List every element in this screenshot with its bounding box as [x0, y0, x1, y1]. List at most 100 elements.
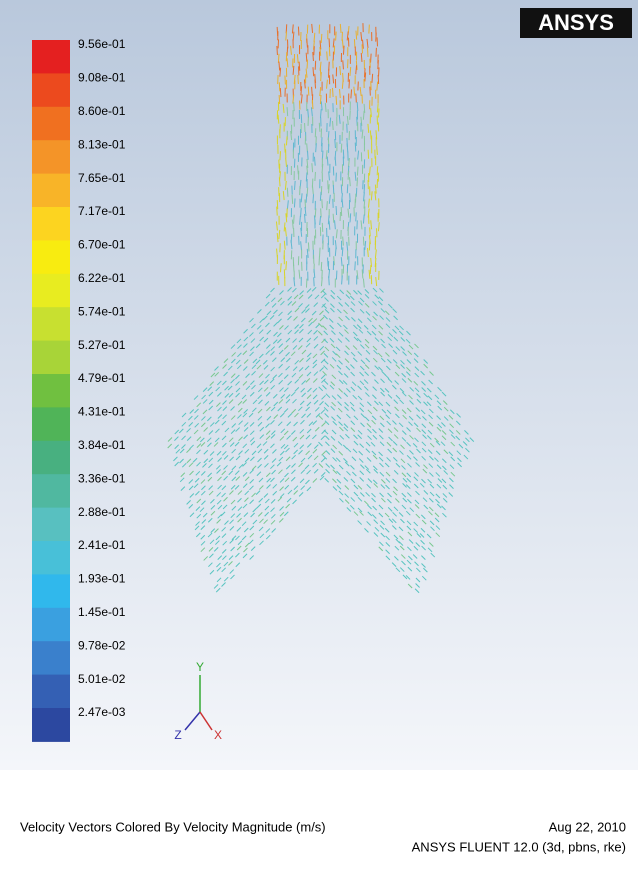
vector	[312, 87, 313, 96]
vector	[313, 67, 314, 76]
vector	[321, 262, 322, 271]
vector	[280, 88, 281, 97]
colorbar-label: 4.31e-01	[78, 405, 126, 419]
colorbar-label: 5.01e-02	[78, 672, 126, 686]
vector	[312, 100, 313, 109]
vector	[287, 107, 288, 116]
colorbar	[32, 40, 70, 742]
vector	[279, 82, 280, 91]
vector	[357, 177, 358, 186]
vector	[371, 81, 372, 90]
colorbar-band	[32, 140, 70, 174]
vector	[313, 52, 314, 61]
vector	[363, 237, 364, 246]
footer-title: Velocity Vectors Colored By Velocity Mag…	[20, 819, 326, 834]
vector	[316, 143, 317, 152]
colorbar-band	[32, 107, 70, 141]
vector	[327, 51, 328, 60]
vector	[350, 111, 351, 120]
colorbar-band	[32, 574, 70, 608]
vector	[304, 214, 305, 223]
colorbar-label: 1.93e-01	[78, 572, 126, 586]
vector	[377, 166, 378, 175]
colorbar-band	[32, 675, 70, 709]
colorbar-band	[32, 608, 70, 642]
vector	[341, 185, 342, 194]
vector	[294, 215, 295, 224]
vector	[371, 54, 372, 63]
footer-software: ANSYS FLUENT 12.0 (3d, pbns, rke)	[412, 839, 626, 854]
vector	[336, 206, 337, 215]
vector	[280, 151, 281, 160]
vector	[287, 188, 288, 197]
vector	[357, 167, 358, 176]
colorbar-label: 5.74e-01	[78, 304, 126, 318]
colorbar-label: 9.78e-02	[78, 638, 126, 652]
vector	[293, 263, 294, 272]
colorbar-band	[32, 541, 70, 575]
vector	[292, 195, 293, 204]
vector	[333, 121, 334, 130]
vector	[314, 46, 315, 55]
colorbar-band	[32, 341, 70, 375]
vector	[308, 242, 309, 251]
vector	[315, 80, 316, 89]
vector	[307, 60, 308, 69]
colorbar-label: 9.56e-01	[78, 37, 126, 51]
colorbar-band	[32, 441, 70, 475]
vector	[362, 269, 363, 278]
vector	[336, 32, 337, 41]
vector	[279, 95, 280, 104]
vector	[321, 72, 322, 81]
vector	[286, 136, 287, 145]
vector	[350, 213, 351, 222]
colorbar-label: 2.47e-03	[78, 705, 126, 719]
vector	[327, 201, 328, 210]
vector	[280, 263, 281, 272]
colorbar-labels: 9.56e-019.08e-018.60e-018.13e-017.65e-01…	[78, 37, 126, 719]
vector	[335, 157, 336, 166]
vector	[315, 172, 316, 181]
colorbar-label: 3.84e-01	[78, 438, 126, 452]
vector	[299, 62, 300, 71]
colorbar-label: 1.45e-01	[78, 605, 126, 619]
x-axis-label: X	[214, 728, 222, 742]
vector	[336, 96, 337, 105]
vector	[278, 54, 279, 63]
colorbar-band	[32, 207, 70, 241]
y-axis-label: Y	[196, 660, 204, 674]
vector	[307, 151, 308, 160]
vector	[342, 275, 343, 284]
z-axis-label: Z	[174, 728, 181, 742]
colorbar-label: 8.60e-01	[78, 104, 126, 118]
colorbar-band	[32, 474, 70, 508]
vector	[320, 192, 321, 201]
vector	[295, 181, 296, 190]
colorbar-label: 7.65e-01	[78, 171, 126, 185]
vector	[332, 88, 333, 97]
vector	[315, 128, 316, 137]
screenshot: 9.56e-019.08e-018.60e-018.13e-017.65e-01…	[0, 0, 638, 870]
vector	[329, 184, 330, 193]
colorbar-band	[32, 174, 70, 208]
vector	[294, 198, 295, 207]
colorbar-band	[32, 374, 70, 408]
vector	[364, 184, 365, 193]
colorbar-band	[32, 307, 70, 341]
vector	[277, 207, 278, 216]
vector	[286, 261, 287, 270]
colorbar-band	[32, 641, 70, 675]
vector	[285, 144, 286, 153]
colorbar-band	[32, 40, 70, 74]
colorbar-label: 6.22e-01	[78, 271, 126, 285]
vector	[341, 144, 342, 153]
vector	[351, 89, 352, 98]
vector	[322, 199, 323, 208]
vector	[343, 60, 344, 69]
colorbar-band	[32, 240, 70, 274]
vector	[370, 265, 371, 274]
vector	[377, 146, 378, 155]
vector	[279, 177, 280, 186]
vector	[355, 261, 356, 270]
vector	[301, 208, 302, 217]
